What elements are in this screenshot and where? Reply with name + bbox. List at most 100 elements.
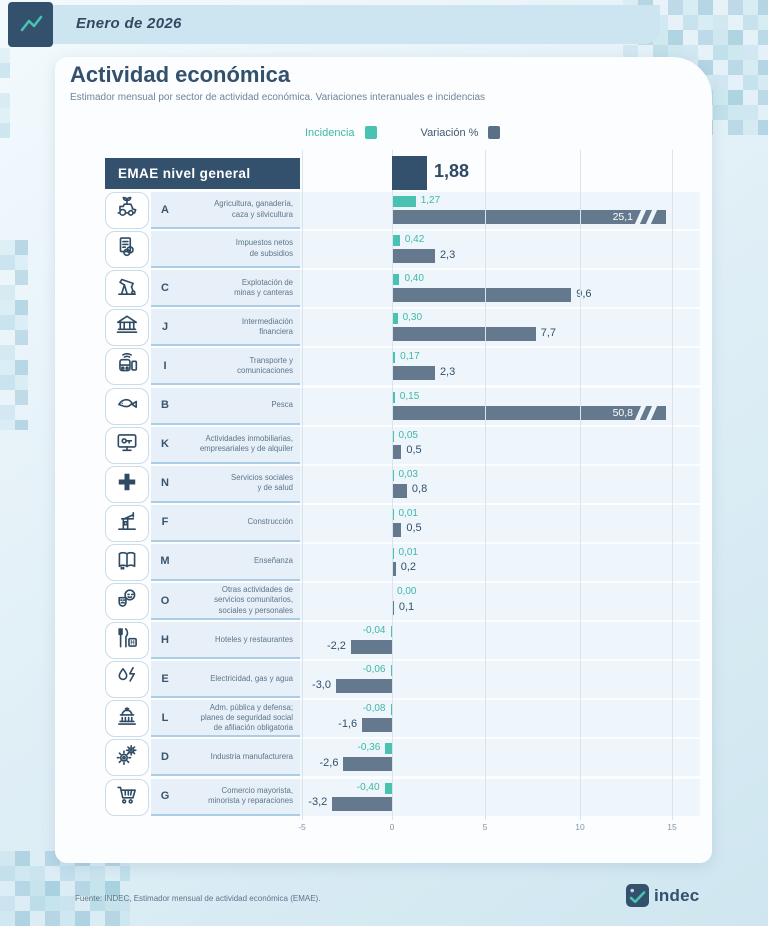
incidencia-swatch: [364, 126, 377, 139]
incidencia-bar: [392, 391, 395, 403]
variacion-bar: [335, 679, 392, 694]
sector-letter: C: [161, 281, 169, 294]
sector-label-band: H Hoteles y restaurantes: [151, 622, 300, 660]
sector-row: F Construcción 0,01 0,5: [105, 504, 700, 542]
incidencia-bar: [392, 313, 398, 325]
sector-name: Otras actividades de servicios comunitar…: [214, 585, 293, 615]
sector-row: B Pesca 0,15 50,8: [105, 387, 700, 425]
variacion-value: -3,0: [312, 678, 331, 691]
agriculture-icon: [114, 195, 140, 226]
incidencia-bar: [392, 235, 400, 247]
construction-crane-icon: [114, 508, 140, 539]
sector-chart-band: -0,36 -2,6: [300, 739, 700, 777]
sector-label-band: A Agricultura, ganadería, caza y silvicul…: [151, 192, 300, 229]
incidencia-value: 1,27: [420, 195, 441, 206]
axis-tick-label: -5: [298, 822, 306, 832]
sector-chart-band: 0,15 50,8: [300, 387, 700, 425]
sector-icon-tile: [105, 778, 149, 816]
variacion-bar: [392, 522, 402, 537]
sector-row: L Adm. pública y defensa; planes de segur…: [105, 700, 700, 738]
incidencia-value: -0,36: [357, 742, 381, 754]
sector-label-band: I Transporte y comunicaciones: [151, 348, 300, 386]
sector-name: Impuestos netos de subsidios: [235, 238, 293, 258]
incidencia-value: 0,15: [399, 390, 420, 402]
sector-label-band: C Explotación de minas y canteras: [151, 270, 300, 308]
sector-letter: N: [161, 477, 169, 490]
indec-logo-text: indec: [654, 885, 700, 905]
sector-label-band: K Actividades inmobiliarias, empresariale…: [151, 426, 300, 464]
sector-label-band: O Otras actividades de servicios comunita…: [151, 583, 300, 620]
incidencia-bar: [384, 782, 392, 794]
sector-icon-tile: [105, 426, 149, 464]
sector-icon-tile: [105, 309, 149, 347]
sector-letter: B: [161, 399, 169, 411]
sector-row: Impuestos netos de subsidios 0,42 2,3: [105, 231, 700, 269]
period-banner: [10, 5, 660, 44]
variacion-value: 0,1: [398, 600, 415, 613]
period-label: Enero de 2026: [76, 15, 182, 32]
sector-chart-band: -0,40 -3,2: [300, 778, 700, 816]
sector-icon-tile: [105, 387, 149, 425]
sector-icon-tile: [105, 192, 149, 229]
sector-label-band: N Servicios sociales y de salud: [151, 465, 300, 503]
variacion-value: 50,8: [612, 406, 633, 419]
health-cross-icon: [114, 469, 140, 500]
variacion-value: 0,2: [400, 561, 417, 574]
book-icon: [114, 547, 140, 578]
sector-icon-tile: [105, 504, 149, 542]
sector-chart-band: 1,27 25,1: [300, 192, 700, 229]
gridline-10: [580, 150, 581, 820]
sector-label-band: L Adm. pública y defensa; planes de segur…: [151, 700, 300, 738]
variacion-value: 0,5: [406, 444, 422, 457]
sector-row: J Intermediación financiera 0,30 7,7: [105, 309, 700, 347]
sector-name: Actividades inmobiliarias, empresariales…: [199, 433, 293, 454]
variacion-value: -3,2: [308, 796, 328, 808]
sector-letter: F: [161, 516, 169, 529]
variacion-value: -2,6: [319, 756, 339, 769]
variacion-bar: [343, 757, 392, 772]
incidencia-bar: [390, 704, 392, 716]
sector-label-band: J Intermediación financiera: [151, 309, 300, 347]
sector-icon-tile: [105, 700, 149, 738]
sector-letter: A: [161, 203, 169, 216]
sector-icon-tile: [105, 465, 149, 503]
mosaic-decoration-left: [0, 240, 28, 430]
trend-logo-square: [8, 2, 53, 47]
variacion-bar: [362, 718, 392, 733]
sector-name: Transporte y comunicaciones: [237, 355, 293, 375]
axis-tick-label: 10: [575, 822, 585, 832]
incidencia-bar: [392, 274, 400, 286]
incidencia-value: 0,05: [398, 429, 418, 441]
sector-chart-band: 0,01 0,2: [300, 543, 700, 581]
axis-tick-label: 5: [482, 822, 488, 832]
variacion-value: -1,6: [338, 717, 358, 730]
indec-logo: indec: [626, 884, 699, 907]
sector-letter: I: [163, 359, 167, 372]
variacion-value: 2,3: [439, 248, 456, 261]
sector-letter: O: [160, 594, 170, 607]
variacion-value: 0,8: [411, 483, 428, 496]
variacion-bar: [392, 483, 407, 498]
sector-letter: L: [161, 711, 169, 724]
source-note: Fuente: INDEC, Estimador mensual de acti…: [75, 894, 321, 903]
sector-icon-tile: [105, 231, 149, 269]
variacion-bar: [332, 796, 392, 811]
sector-name: Construcción: [247, 517, 293, 527]
sector-letter: G: [160, 790, 170, 802]
incidencia-value: 0,03: [398, 468, 418, 480]
sector-name: Industria manufacturera: [210, 751, 293, 761]
sector-name: Agricultura, ganadería, caza y silvicult…: [214, 199, 293, 219]
incidencia-value: 0,30: [402, 312, 423, 324]
sector-row: H H Hoteles y restaurantes -0,04 -2,2: [105, 622, 700, 660]
incidencia-value: -0,40: [356, 781, 380, 793]
sector-label-band: Impuestos netos de subsidios: [151, 231, 300, 269]
sector-name: Enseñanza: [253, 556, 293, 566]
incidencia-value: 0,40: [404, 273, 424, 285]
sector-name: Comercio mayorista, minorista y reparaci…: [208, 785, 293, 805]
sector-icon-tile: [105, 270, 149, 308]
page-subtitle: Estimador mensual por sector de activida…: [70, 92, 486, 103]
variacion-value: 25,1: [612, 211, 633, 223]
sector-letter: K: [161, 438, 169, 451]
legend-incidencia-label: Incidencia: [305, 126, 355, 139]
sector-chart-band: 0,01 0,5: [300, 504, 700, 542]
